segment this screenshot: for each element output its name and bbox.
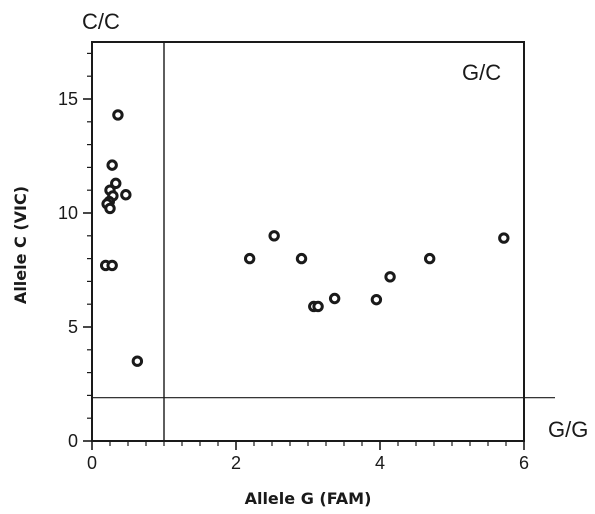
y-tick-label: 5 (68, 317, 78, 337)
data-point (268, 230, 280, 242)
data-point (106, 159, 118, 171)
data-point (295, 252, 308, 265)
plot-frame (91, 41, 525, 442)
axis-ticks: 0 2 4 6 0 5 10 15 (58, 52, 529, 473)
y-tick-label: 0 (68, 431, 78, 451)
data-points (99, 109, 510, 367)
data-point (112, 109, 124, 121)
data-point (110, 177, 122, 190)
data-point (243, 252, 256, 265)
data-point (370, 293, 383, 306)
data-point (106, 259, 118, 272)
y-tick-label: 15 (58, 89, 78, 109)
region-label-gc: G/C (462, 60, 501, 85)
data-point (384, 271, 396, 283)
x-tick-label: 2 (231, 453, 241, 473)
y-axis-title: Allele C (VIC) (11, 186, 30, 304)
data-point (423, 252, 436, 265)
region-label-cc: C/C (82, 9, 120, 34)
y-tick-label: 10 (58, 203, 78, 223)
x-tick-label: 6 (519, 453, 529, 473)
x-tick-label: 0 (87, 453, 97, 473)
data-point (312, 300, 324, 313)
data-point (328, 292, 341, 305)
data-point (104, 202, 116, 215)
data-point (131, 355, 144, 367)
x-axis-title: Allele G (FAM) (245, 489, 372, 508)
x-tick-label: 4 (375, 453, 385, 473)
data-point (120, 189, 132, 201)
data-point (498, 232, 510, 244)
region-label-gg: G/G (548, 417, 588, 442)
